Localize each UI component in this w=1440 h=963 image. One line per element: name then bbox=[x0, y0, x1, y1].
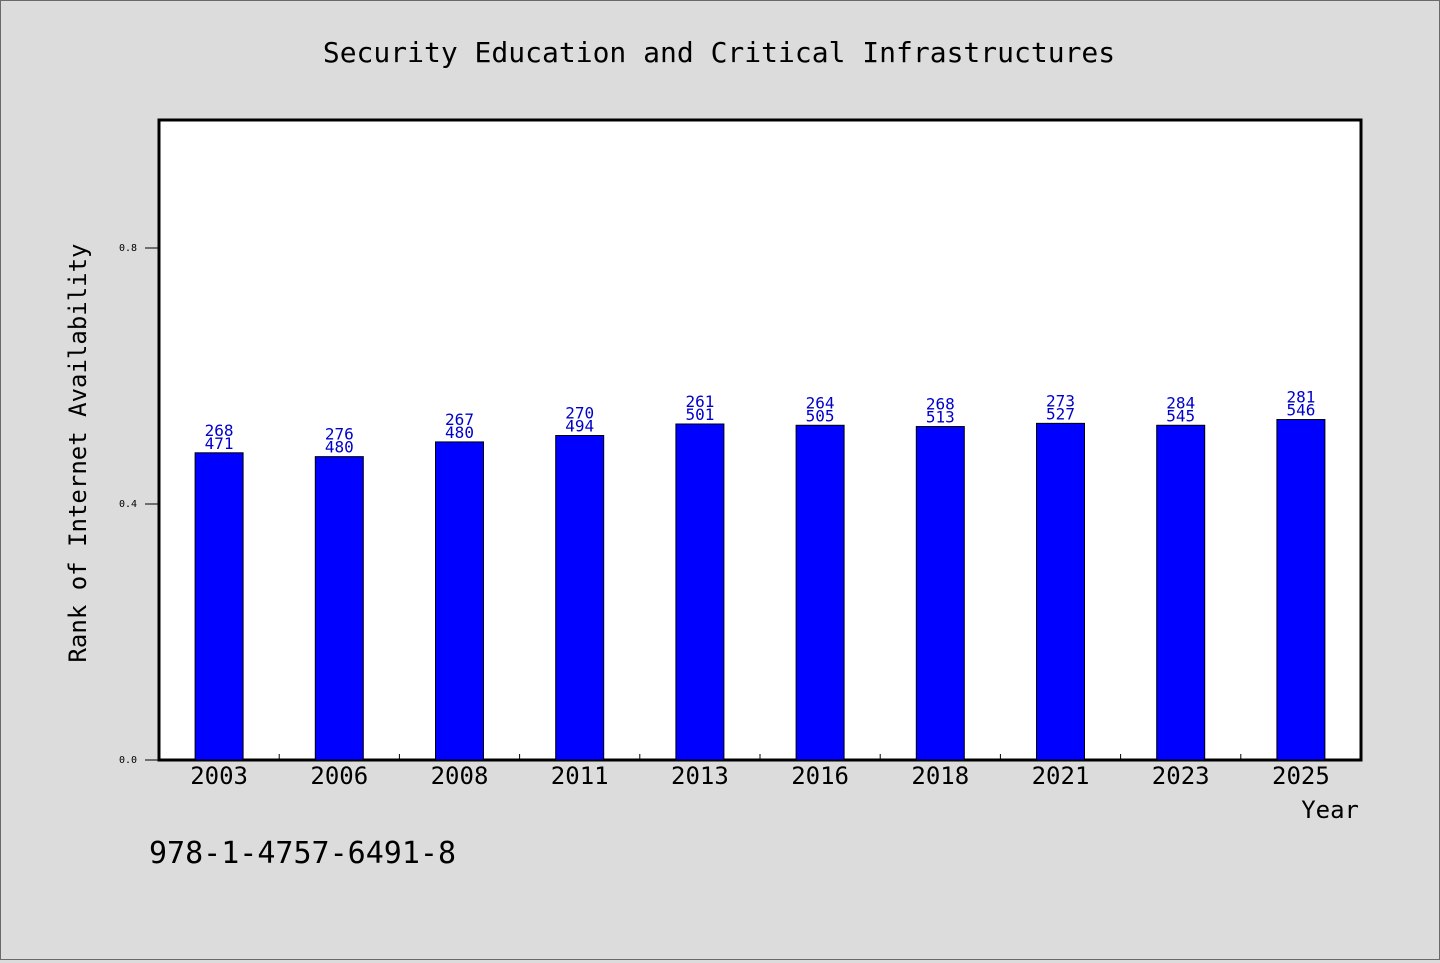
bars bbox=[194, 419, 1326, 761]
x-axis-label: Year bbox=[1301, 796, 1359, 824]
data-label-bottom: 527 bbox=[1046, 404, 1075, 423]
data-label-bottom: 513 bbox=[926, 408, 955, 427]
data-label-top: 268 bbox=[205, 421, 234, 440]
data-label-top: 284 bbox=[1166, 393, 1195, 412]
data-label-top: 273 bbox=[1046, 391, 1075, 410]
x-tick-label: 2021 bbox=[1032, 762, 1090, 790]
x-tick-label: 2008 bbox=[431, 762, 489, 790]
bar-2011 bbox=[555, 435, 605, 761]
data-label-bottom: 480 bbox=[325, 438, 354, 457]
y-tick-label: 0.8 bbox=[119, 243, 137, 254]
data-label-top: 261 bbox=[685, 392, 714, 411]
data-label-bottom: 480 bbox=[445, 423, 474, 442]
bar-2023 bbox=[1156, 424, 1206, 761]
x-tick-label: 2003 bbox=[190, 762, 248, 790]
x-tick-label: 2011 bbox=[551, 762, 609, 790]
y-axis-ticks: 0.0 0.4 0.8 bbox=[119, 243, 159, 766]
x-tick-label: 2025 bbox=[1272, 762, 1330, 790]
bar-2018 bbox=[915, 426, 965, 761]
data-label-top: 276 bbox=[325, 425, 354, 444]
data-label-top: 281 bbox=[1286, 388, 1315, 407]
bar-2021 bbox=[1036, 422, 1085, 761]
data-label-top: 267 bbox=[445, 410, 474, 429]
x-tick-label: 2023 bbox=[1152, 762, 1210, 790]
bar-2003 bbox=[194, 452, 244, 761]
y-tick-label: 0.4 bbox=[119, 499, 137, 510]
data-label-top: 268 bbox=[926, 395, 955, 414]
data-label-bottom: 501 bbox=[685, 405, 714, 424]
y-tick-label: 0.0 bbox=[119, 755, 137, 766]
x-tick-label: 2016 bbox=[791, 762, 849, 790]
bar-2006 bbox=[314, 456, 364, 761]
x-axis-tick-labels: 2003 2006 2008 2011 2013 2016 2018 2021 2023 2025 bbox=[190, 762, 1330, 790]
x-tick-label: 2018 bbox=[911, 762, 969, 790]
data-label-bottom: 494 bbox=[565, 417, 594, 436]
data-label-bottom: 545 bbox=[1166, 406, 1195, 425]
bar-2016 bbox=[795, 424, 845, 761]
y-axis-label: Rank of Internet Availability bbox=[64, 243, 92, 662]
chart-title: Security Education and Critical Infrastr… bbox=[323, 36, 1115, 69]
x-tick-label: 2013 bbox=[671, 762, 729, 790]
bar-2013 bbox=[675, 423, 725, 761]
data-label-top: 264 bbox=[806, 393, 835, 412]
data-label-bottom: 471 bbox=[205, 434, 234, 453]
data-label-bottom: 546 bbox=[1286, 401, 1315, 420]
x-tick-label: 2006 bbox=[310, 762, 368, 790]
data-label-top: 270 bbox=[565, 404, 594, 423]
x-axis-minor-ticks bbox=[278, 754, 1242, 760]
data-label-bottom: 505 bbox=[806, 406, 835, 425]
bar-2008 bbox=[435, 441, 484, 761]
footer-code: 978-1-4757-6491-8 bbox=[149, 836, 456, 871]
bar-2025 bbox=[1276, 419, 1326, 761]
